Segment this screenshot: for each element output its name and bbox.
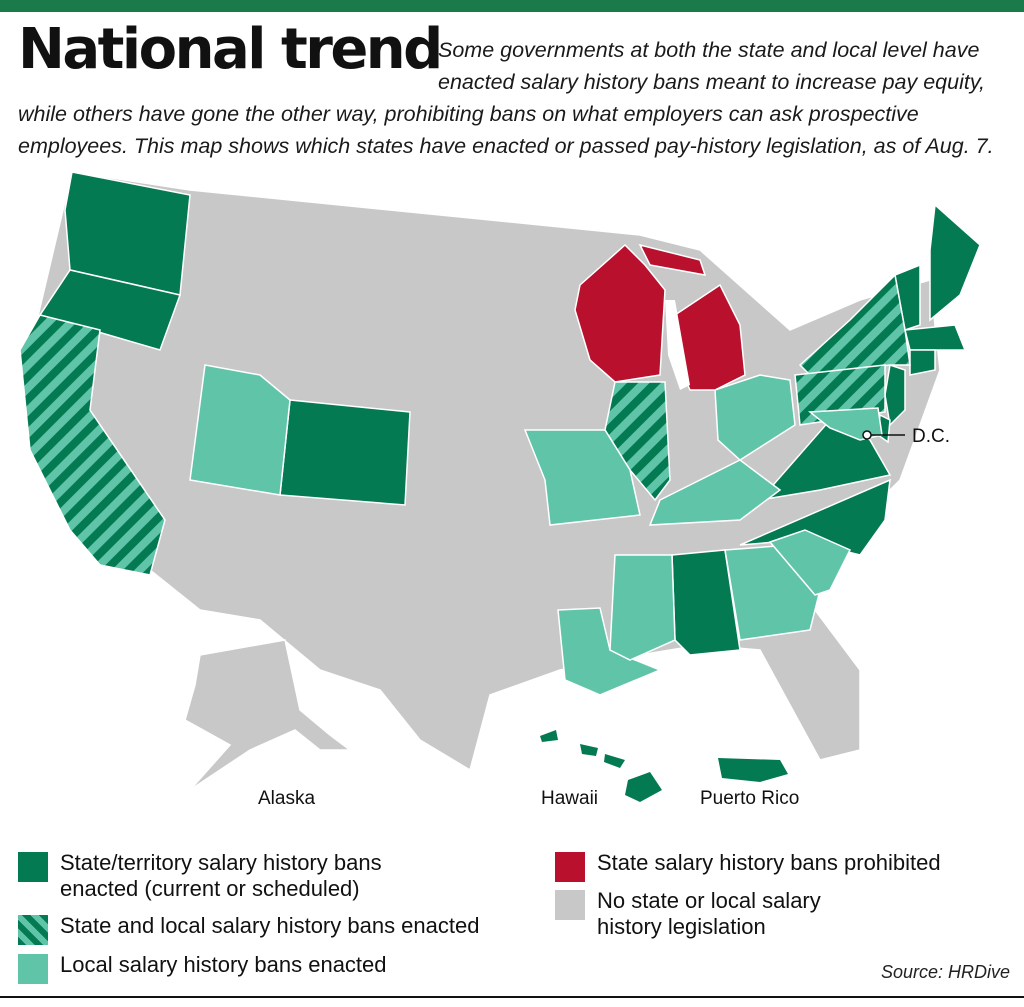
state-connecticut: [909, 349, 936, 376]
lake-michigan: [665, 300, 690, 390]
legend-state-and-local: State and local salary history bans enac…: [18, 913, 558, 945]
page-title: National trend: [18, 17, 443, 82]
state-ohio: [714, 374, 796, 461]
state-mississippi: [609, 554, 676, 661]
legend-prohibited: State salary history bans prohibited: [555, 850, 1015, 882]
legend-swatch-state-and-local: [18, 915, 48, 945]
top-accent-bar: [0, 0, 1024, 12]
state-massachusetts: [904, 324, 967, 351]
label-alaska: Alaska: [258, 788, 315, 809]
state-hawaii-big-island: [625, 772, 662, 802]
state-utah: [189, 364, 291, 496]
state-virginia: [758, 419, 892, 502]
state-colorado: [279, 399, 411, 506]
label-dc: D.C.: [912, 426, 950, 447]
label-hawaii: Hawaii: [541, 788, 598, 809]
state-hawaii-islands: [540, 730, 625, 768]
legend-swatch-local: [18, 954, 48, 984]
intro-paragraph: Some governments at both the state and l…: [18, 38, 994, 158]
state-oregon: [38, 269, 181, 351]
state-ban-regions: [38, 171, 981, 802]
territory-puerto-rico: [718, 758, 788, 782]
state-south-carolina: [768, 529, 852, 596]
legend-state-ban: State/territory salary history bans enac…: [18, 850, 458, 902]
state-wisconsin: [574, 243, 666, 383]
source-credit: Source: HRDive: [880, 962, 1010, 982]
dc-dot: [862, 430, 872, 440]
legend-label-none: No state or local salary history legisla…: [597, 888, 821, 939]
state-new-jersey: [884, 364, 906, 427]
legend-local: Local salary history bans enacted: [18, 952, 558, 984]
legend-label-state-ban: State/territory salary history bans enac…: [60, 850, 382, 901]
lakes: [665, 300, 690, 390]
state-california: [19, 314, 166, 576]
legend-label-prohibited: State salary history bans prohibited: [597, 850, 941, 875]
legend-swatch-prohibited: [555, 852, 585, 882]
state-louisiana: [557, 607, 662, 696]
intro-text: Some governments at both the state and l…: [18, 34, 1018, 162]
legend-swatch-state-ban: [18, 852, 48, 882]
legend-none: No state or local salary history legisla…: [555, 888, 1015, 940]
state-missouri: [523, 429, 641, 526]
alaska-shape: [184, 639, 353, 791]
bottom-rule: [0, 996, 1024, 998]
legend-label-local: Local salary history bans enacted: [60, 952, 387, 977]
us-map: D.C. Alaska Hawaii Puerto Rico: [19, 171, 981, 809]
legend-swatch-none: [555, 890, 585, 920]
state-maine: [929, 203, 981, 322]
label-puerto-rico: Puerto Rico: [700, 788, 799, 809]
dc-marker: [862, 430, 905, 440]
state-kentucky: [648, 459, 782, 526]
legend-label-state-and-local: State and local salary history bans enac…: [60, 913, 480, 938]
